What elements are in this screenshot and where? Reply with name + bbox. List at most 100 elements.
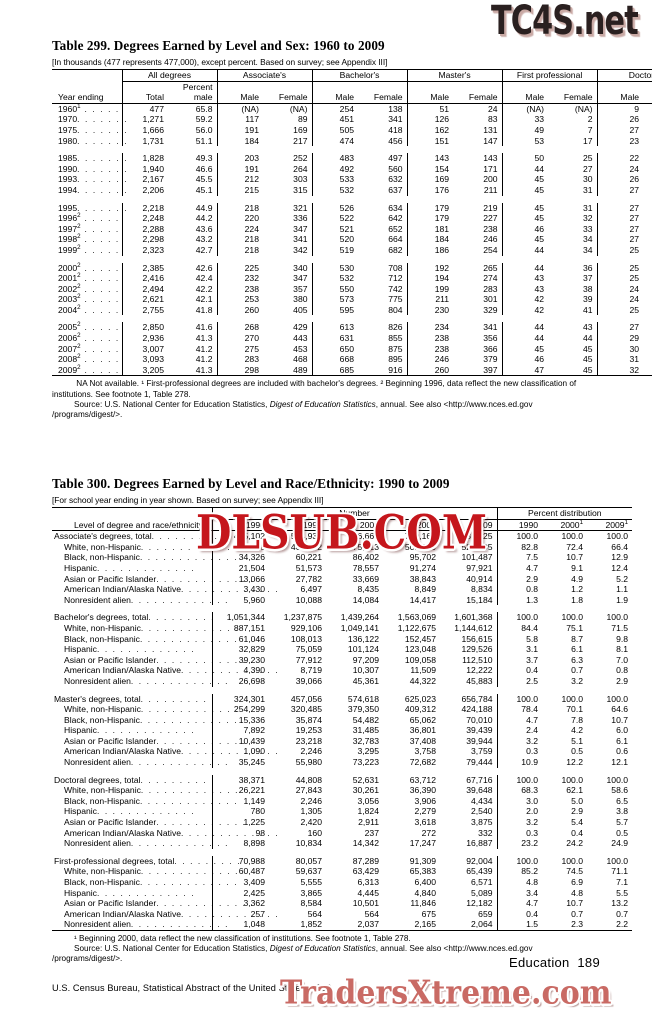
table-cell: 194 [406, 273, 454, 284]
section-spacer-row [52, 687, 632, 694]
table-row: 19982 . . . . . 2,298 43.2 218 341 520 664 184 2… [52, 234, 652, 245]
table-cell: 224 [216, 223, 263, 235]
spacer-cell [52, 256, 652, 263]
table-300-title: Table 300. Degrees Earned by Level and R… [52, 476, 450, 491]
table-cell: 895 [388, 354, 403, 365]
row-label: Hispanic. . . . . . . . . . . . . [64, 887, 196, 898]
section-total-label: Master's degrees, total. . . . . . . . . [54, 693, 208, 704]
table-299-source-suffix: , annual. See also <http://www.nces.ed.g… [52, 399, 533, 420]
table-cell: 2,064 [440, 919, 498, 931]
table-cell: 45 [548, 364, 598, 377]
stub-header-year-ending: Year ending [58, 92, 104, 103]
table-cell: 42 [501, 304, 549, 316]
table-cell: 75.1 [566, 622, 584, 633]
table-cell: 66.4 [611, 541, 629, 552]
table-cell: 246 [406, 354, 454, 365]
table-cell: 59.2 [195, 114, 213, 125]
table-cell: 2,165 [383, 919, 440, 931]
table-cell: 63,712 [409, 774, 436, 785]
table-cell: 7,892 [211, 725, 269, 736]
table-cell: 42.4 [195, 273, 213, 284]
table-cell: 232 [216, 273, 263, 284]
table-cell: 1,049,141 [340, 622, 379, 633]
table-cell: 2,936 [121, 333, 168, 344]
table-cell: 1,824 [357, 806, 379, 817]
table-section-total-row: Doctoral degrees, total. . . . . . . . .… [52, 774, 632, 786]
table-row: Nonresident alien. . . . . . . . . . . .… [52, 757, 632, 768]
table-cell: 533 [311, 174, 359, 185]
table-cell: 379 [483, 354, 498, 365]
table-cell: 24 [596, 294, 644, 305]
table-cell: 79,444 [466, 757, 493, 768]
subheader-percent-line1: Percent [182, 81, 213, 92]
table-row: Black, non-Hispanic. . . . . . . . . . .… [52, 633, 632, 645]
year-header-pct-2000: 20001 [560, 518, 584, 530]
table-cell: 44 [501, 244, 549, 256]
table-row: 1970. . . . . . . 1,271 59.2 117 89 451 341 126… [52, 114, 652, 125]
table-cell: 35,245 [211, 757, 269, 768]
table-cell: 126 [406, 114, 454, 125]
table-cell: 36,390 [409, 785, 436, 796]
table-row: 20052 . . . . . 2,850 41.6 268 429 613 826 234 3… [52, 322, 652, 334]
table-cell: 11 [643, 153, 652, 164]
table-cell: 408,772 [290, 541, 322, 552]
spacer-cell [52, 768, 632, 775]
row-year-label: 1980. . . . . . . [58, 135, 129, 146]
table-cell: 41.8 [195, 304, 213, 315]
table-cell: 455,102 [211, 530, 269, 542]
year-header-pct-2009: 20091 [605, 518, 629, 530]
table-row: 20012 . . . . . 2,416 42.4 232 347 532 712 194 2… [52, 273, 652, 284]
table-cell: 32,783 [352, 735, 379, 746]
table-cell: 50 [501, 153, 549, 164]
spacer-cell [52, 605, 632, 612]
table-cell: 6.0 [616, 725, 629, 736]
table-cell: 0.7 [571, 908, 584, 919]
subheader-doct-male: Male [596, 92, 644, 104]
table-cell: 45.5 [195, 174, 213, 185]
table-cell: 100.0 [496, 774, 543, 786]
table-cell: 65.8 [195, 103, 213, 114]
table-cell: 67,716 [466, 774, 493, 785]
table-cell: 1,601,368 [454, 612, 493, 623]
table-cell: 136,122 [347, 633, 379, 644]
table-cell: 29 [596, 333, 644, 344]
table-cell: 12.9 [611, 552, 629, 563]
table-cell: 61,046 [211, 633, 269, 645]
table-cell: 272 [421, 827, 436, 838]
table-cell: 112,510 [462, 654, 493, 665]
table-cell: 275 [216, 343, 263, 355]
table-cell: 341 [483, 322, 498, 333]
row-year-label: 1993. . . . . . . [58, 174, 129, 185]
table-cell: 97,209 [352, 654, 379, 665]
table-cell: 2,425 [211, 887, 269, 899]
row-label: White, non-Hispanic. . . . . . . . . . .… [64, 866, 240, 877]
table-cell: 2,540 [471, 806, 493, 817]
table-cell: 787,325 [461, 531, 493, 542]
table-cell: 10.7 [611, 714, 629, 725]
table-cell: 1,439,264 [340, 612, 379, 623]
table-cell: 696,660 [347, 531, 379, 542]
table-cell: 100.0 [606, 774, 629, 785]
spacer-cell [643, 81, 652, 92]
spacer-cell [52, 687, 632, 694]
table-cell: 91,274 [409, 562, 436, 573]
table-cell: 19 [643, 224, 652, 235]
table-cell: 45 [582, 354, 593, 365]
row-label: Hispanic. . . . . . . . . . . . . [64, 806, 196, 817]
table-cell: 24 [487, 103, 498, 114]
table-section-total-row: Bachelor's degrees, total. . . . . . . .… [52, 612, 632, 623]
table-cell: 45 [501, 174, 549, 185]
table-cell: 26 [596, 174, 644, 185]
spacer-cell [52, 849, 632, 856]
spacer-cell [453, 81, 502, 92]
table-row: Hispanic. . . . . . . . . . . . . 7,892 19… [52, 725, 632, 736]
table-cell: 82.8 [496, 541, 543, 553]
table-cell: 19 [643, 245, 652, 256]
table-cell: 1,271 [121, 114, 168, 125]
table-cell: 16 [643, 174, 652, 185]
table-299-group-header-row: All degrees Associate's Bachelor's Maste… [52, 69, 652, 82]
table-cell: 1.3 [496, 594, 543, 606]
table-cell: 176 [406, 184, 454, 196]
table-cell: 44 [501, 163, 549, 175]
table-cell: 3,409 [211, 877, 269, 888]
